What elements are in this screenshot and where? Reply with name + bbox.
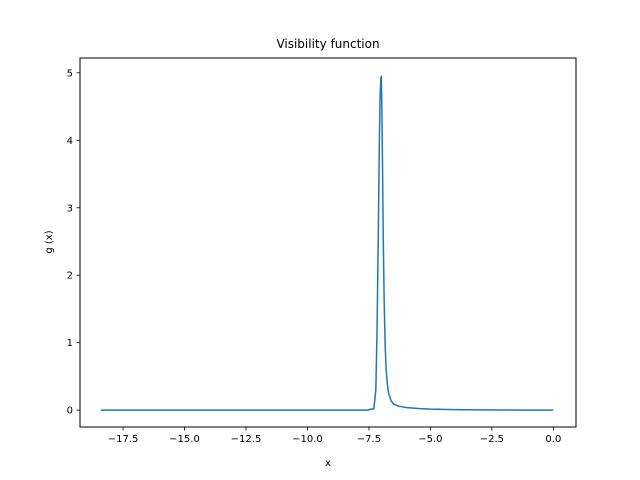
x-tick-label: 0.0 xyxy=(545,434,561,445)
x-tick-label: −17.5 xyxy=(108,434,139,445)
y-tick-label: 3 xyxy=(67,203,73,214)
plot-area xyxy=(100,75,554,411)
y-axis: 0 1 2 3 4 5 xyxy=(67,68,80,417)
x-tick-label: −12.5 xyxy=(231,434,262,445)
chart-title: Visibility function xyxy=(276,37,379,51)
series-line-0 xyxy=(100,75,554,411)
y-axis-label: g (x) xyxy=(44,230,55,253)
y-tick-label: 1 xyxy=(67,338,73,349)
x-tick-label: −7.5 xyxy=(357,434,381,445)
y-tick-label: 4 xyxy=(67,136,73,147)
x-axis-label: x xyxy=(325,458,331,469)
x-tick-label: −10.0 xyxy=(292,434,323,445)
x-tick-label: −15.0 xyxy=(169,434,200,445)
y-tick-label: 5 xyxy=(67,68,73,79)
y-tick-label: 0 xyxy=(67,406,73,417)
axes-frame xyxy=(79,57,577,428)
y-tick-label: 2 xyxy=(67,271,73,282)
x-tick-label: −2.5 xyxy=(480,434,504,445)
x-axis: −17.5 −15.0 −12.5 −10.0 −7.5 −5.0 −2.5 0.0 xyxy=(108,427,561,445)
x-tick-label: −5.0 xyxy=(418,434,442,445)
